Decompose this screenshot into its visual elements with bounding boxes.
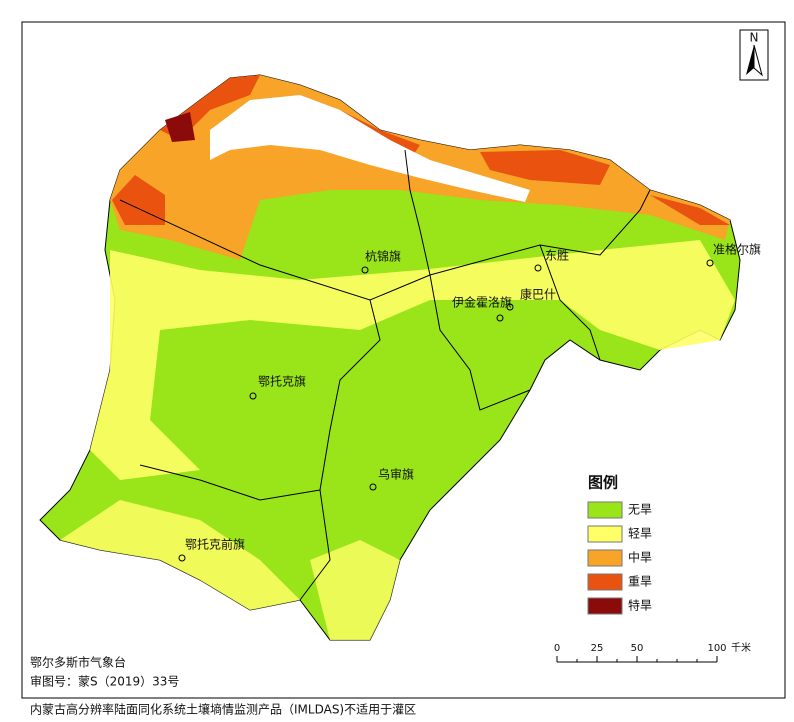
- light-drought-zone: [60, 500, 300, 610]
- legend-label: 无旱: [628, 503, 652, 517]
- approval: 审图号：蒙S（2019）33号: [30, 674, 179, 689]
- place-marker: [506, 303, 514, 311]
- boundary: [299, 299, 381, 601]
- place-label: 乌审旗: [378, 467, 414, 482]
- boundary: [139, 464, 321, 501]
- legend-swatch: [587, 597, 623, 615]
- legend-swatch: [587, 501, 623, 519]
- place-label: 康巴什: [520, 287, 556, 302]
- legend-swatch: [587, 573, 623, 591]
- boundary: [539, 244, 601, 361]
- place-label: 东胜: [545, 248, 569, 263]
- place-marker: [534, 264, 542, 272]
- legend-label: 重旱: [628, 575, 652, 589]
- legend-label: 中旱: [628, 550, 652, 565]
- place-label: 伊金霍洛旗: [452, 295, 512, 310]
- legend-label: 轻旱: [628, 527, 652, 541]
- boundary: [404, 149, 431, 276]
- scale-unit: 千米: [731, 641, 751, 654]
- place-label: 鄂托克前旗: [185, 537, 245, 552]
- boundary: [119, 189, 651, 301]
- scale-label: 50: [631, 643, 644, 654]
- place-marker: [496, 314, 504, 322]
- scale-label: 25: [591, 643, 604, 654]
- place-label: 准格尔旗: [713, 242, 761, 257]
- place-label: 鄂托克旗: [258, 374, 306, 389]
- place-label: 杭锦旗: [365, 249, 401, 264]
- boundary: [429, 274, 531, 411]
- region: [39, 74, 741, 641]
- light-drought-zone: [310, 540, 400, 640]
- note: 内蒙古高分辨率陆面同化系统土壤墒情监测产品（IMLDAS)不适用于灌区: [30, 702, 416, 717]
- north-label: N: [750, 31, 759, 45]
- place-marker: [249, 392, 257, 400]
- place-marker: [369, 483, 377, 491]
- place-marker: [178, 554, 186, 562]
- legend-swatch: [587, 525, 623, 543]
- place-marker: [706, 259, 714, 267]
- extreme-drought-zone: [165, 112, 365, 142]
- scale-label: 0: [554, 643, 560, 654]
- county-boundaries: [119, 149, 651, 601]
- north-arrow: N: [739, 29, 769, 81]
- legend-swatch: [587, 549, 623, 567]
- north-arrow-head: [753, 44, 763, 77]
- scale-label: 100: [707, 643, 726, 654]
- legend-label: 特旱: [628, 598, 652, 613]
- agency: 鄂尔多斯市气象台: [30, 655, 126, 670]
- place-marker: [361, 266, 369, 274]
- legend-title: 图例: [588, 474, 618, 492]
- yellow-river: [210, 95, 530, 202]
- light-drought-zone: [90, 240, 735, 480]
- north-arrow-head: [746, 45, 754, 75]
